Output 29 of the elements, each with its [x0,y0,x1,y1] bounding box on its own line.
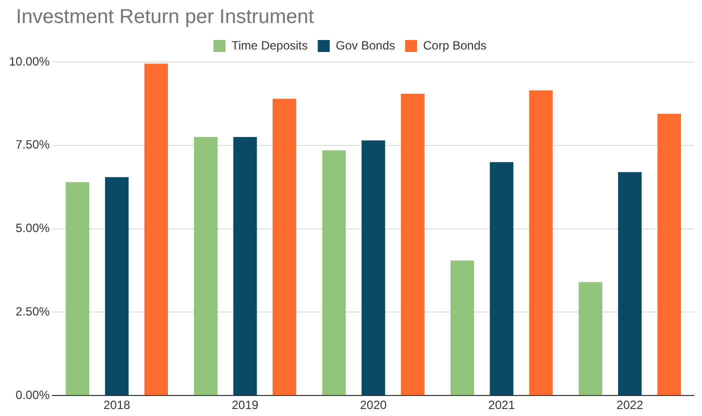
legend-label: Time Deposits [232,38,308,52]
bar [272,98,296,396]
x-tick-label: 2020 [360,398,388,412]
bar [144,64,168,396]
x-tick-label: 2021 [488,398,516,412]
y-tick-label: 2.50% [16,304,50,319]
bar [400,94,424,396]
x-tick-label: 2022 [616,398,644,412]
bar [322,150,346,396]
bar [194,137,218,396]
bar [233,137,257,396]
bar [450,260,474,396]
chart-title: Investment Return per Instrument [16,6,314,29]
bar [362,140,386,396]
y-tick-label: 10.00% [8,54,50,68]
legend-label: Gov Bonds [336,38,396,52]
legend-label: Corp Bonds [423,38,486,52]
bar [657,114,682,396]
bar [105,177,129,396]
y-tick-label: 7.50% [16,138,50,152]
x-tick-label: 2018 [103,398,130,412]
bar [66,182,90,396]
y-tick-label: 0.00% [16,388,50,402]
bar [618,172,642,396]
bar [490,162,514,396]
bar [529,90,553,396]
bar [578,282,602,396]
y-tick-label: 5.00% [16,221,50,236]
x-tick-label: 2019 [232,398,259,412]
